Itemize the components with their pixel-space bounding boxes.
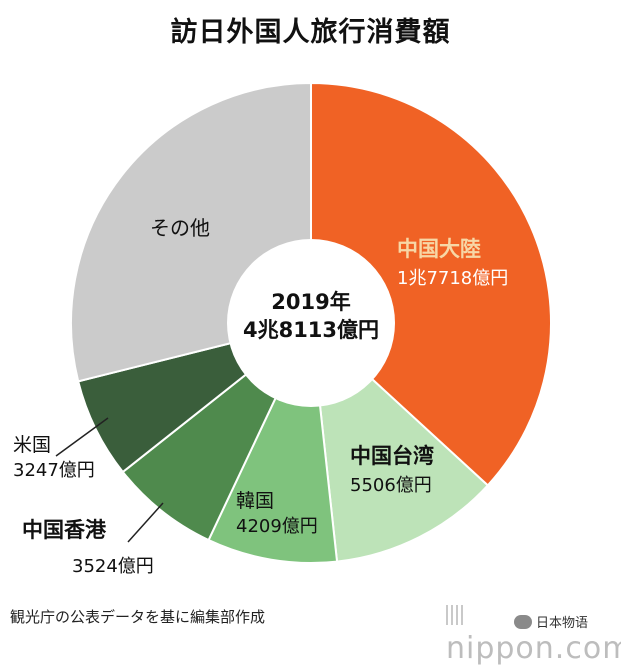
wechat-badge: 日本物语 xyxy=(514,612,588,631)
center-year: 2019年 xyxy=(271,290,351,314)
leader-line-us xyxy=(55,417,109,457)
slice-label-other: その他 xyxy=(150,216,210,240)
slice-value: 4209億円 xyxy=(236,515,318,537)
slice-name: 中国台湾 xyxy=(350,444,434,468)
slice-label-taiwan: 中国台湾 5506億円 xyxy=(350,443,434,498)
slice-label-hongkong-value: 3524億円 xyxy=(72,556,154,577)
slice-label-korea: 韓国 4209億円 xyxy=(236,490,318,538)
center-amount: 4兆8113億円 xyxy=(242,318,380,342)
nippon-logo-icon xyxy=(446,605,464,625)
wechat-icon xyxy=(514,615,532,629)
slice-label-us: 米国 3247億円 xyxy=(13,434,95,482)
source-note: 観光庁の公表データを基に編集部作成 xyxy=(10,608,266,626)
slice-label-hongkong-name: 中国香港 xyxy=(22,518,106,542)
leader-line-hongkong xyxy=(127,502,164,543)
slice-label-mainland: 中国大陸 1兆7718億円 xyxy=(397,236,508,291)
slice-value: 3247億円 xyxy=(13,459,95,481)
watermark: nippon.com xyxy=(446,596,621,666)
slice-value: 1兆7718億円 xyxy=(397,268,509,290)
donut-hole xyxy=(227,239,395,407)
wechat-name: 日本物语 xyxy=(536,616,589,631)
center-total: 2019年 4兆8113億円 xyxy=(211,288,411,344)
slice-value: 5506億円 xyxy=(350,475,432,497)
slice-name: 中国大陸 xyxy=(397,237,481,261)
watermark-text: nippon.com xyxy=(446,631,621,666)
slice-0 xyxy=(310,81,552,487)
donut-chart xyxy=(55,81,552,564)
chart-title: 訪日外国人旅行消費額 xyxy=(170,17,451,48)
slice-name: 米国 xyxy=(13,434,52,456)
slice-name: 韓国 xyxy=(236,490,275,512)
